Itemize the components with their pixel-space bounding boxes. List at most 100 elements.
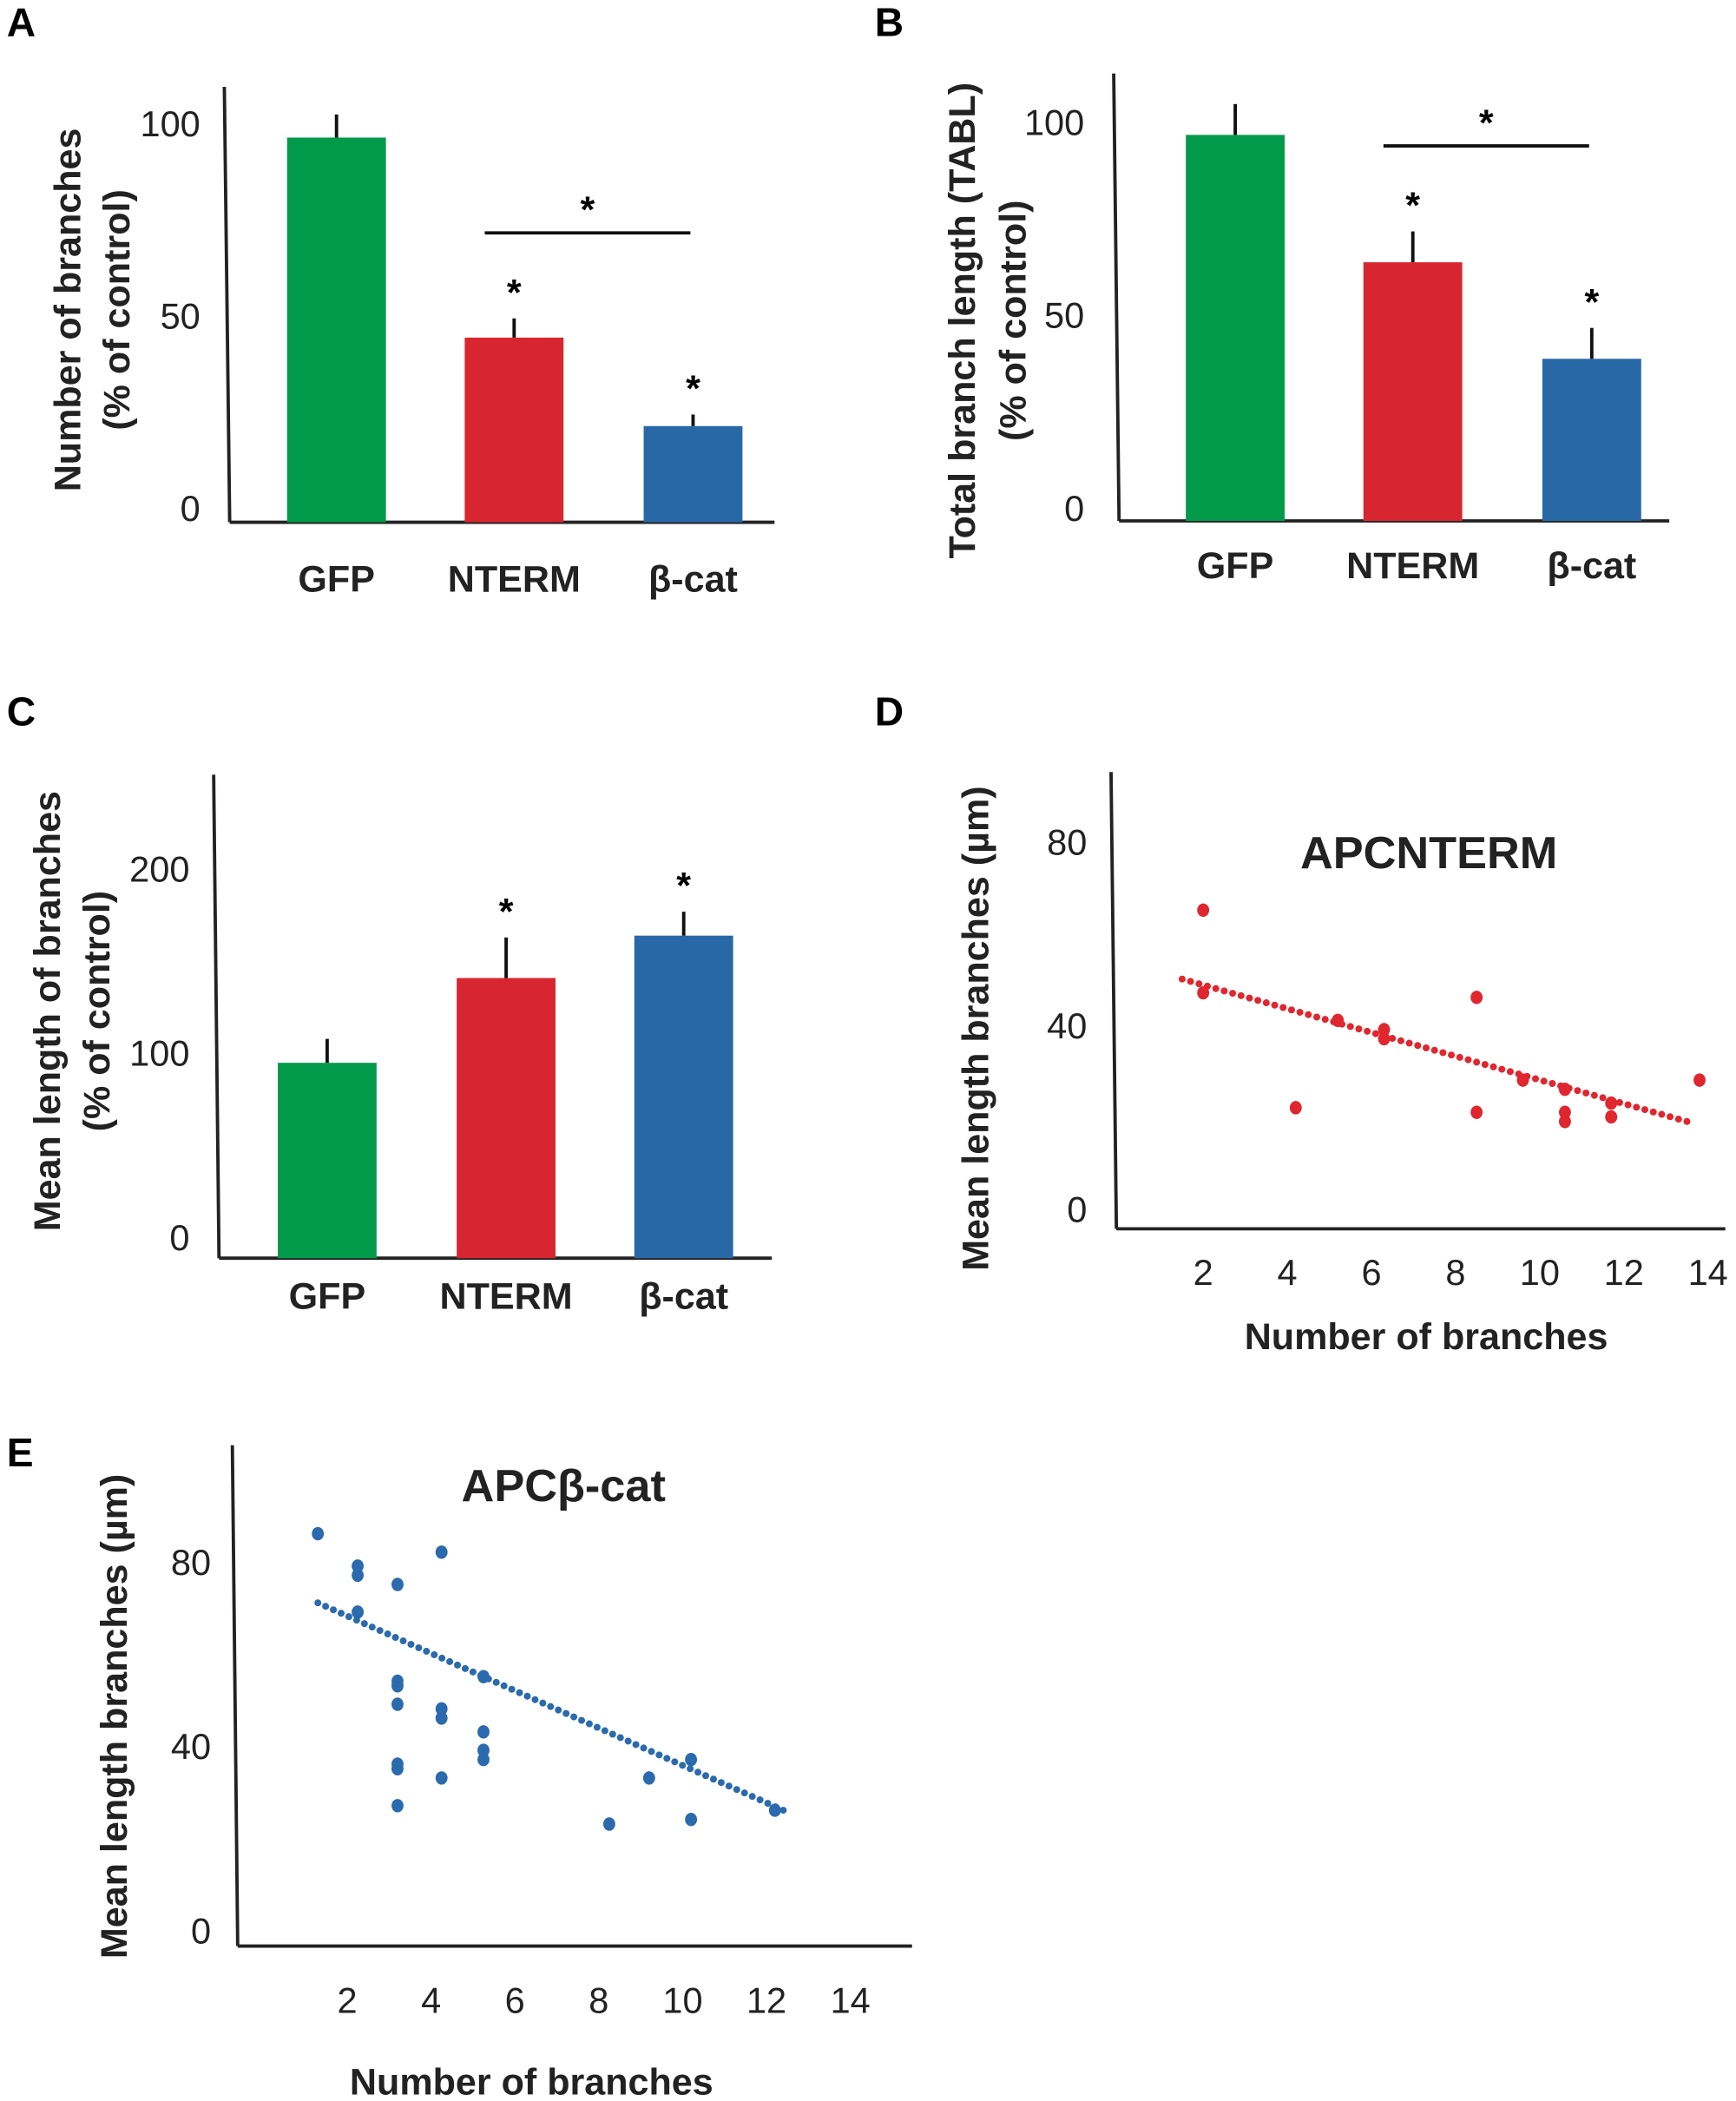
trendline-dot <box>1590 1091 1598 1099</box>
trendline-dot <box>399 1637 407 1645</box>
trendline-dot <box>578 1716 586 1724</box>
data-point <box>477 1753 490 1767</box>
bar <box>643 425 743 523</box>
y-axis <box>230 1445 240 1946</box>
trendline-dot <box>1489 1063 1497 1070</box>
x-tick-label: 10 <box>1520 1252 1560 1293</box>
panel-letter: D <box>875 688 904 734</box>
y-tick-label: 50 <box>161 295 201 336</box>
x-tick-label: 2 <box>337 1979 357 2020</box>
trendline-dot <box>322 1603 330 1610</box>
data-point <box>435 1545 448 1559</box>
data-point <box>1378 1023 1391 1037</box>
trendline-dot <box>391 1634 399 1642</box>
trendline-dot <box>423 1647 431 1655</box>
trendline-dot <box>1439 1049 1447 1057</box>
trendline-dot <box>523 1692 531 1700</box>
trendline-dot <box>384 1630 391 1638</box>
trendline-dot <box>461 1664 469 1672</box>
data-point <box>1693 1073 1706 1087</box>
trendline-dot <box>454 1661 462 1669</box>
data-point <box>352 1559 364 1573</box>
trendline-dot <box>1615 1098 1623 1106</box>
trendline-dot <box>1624 1101 1632 1109</box>
y-tick-label: 0 <box>1064 488 1084 529</box>
x-axis-label: Number of branches <box>350 2061 713 2101</box>
trendline-dot <box>1287 1006 1295 1014</box>
trendline-dot <box>1405 1039 1413 1047</box>
trendline-dot <box>671 1758 679 1766</box>
data-point <box>477 1743 490 1757</box>
trendline-dot <box>585 1720 593 1728</box>
trendline-dot <box>1540 1077 1548 1085</box>
trendline-dot <box>330 1606 338 1614</box>
panel-letter: B <box>875 0 904 45</box>
data-point <box>435 1711 448 1725</box>
trendline-dot <box>648 1748 655 1755</box>
x-tick-label: 8 <box>1445 1252 1465 1293</box>
trendline-dot <box>1195 980 1203 988</box>
trendline-dot <box>1355 1025 1363 1033</box>
chart-title: APCNTERM <box>1300 828 1557 879</box>
data-point <box>685 1753 698 1767</box>
trendline-dot <box>593 1723 601 1731</box>
trendline-dot <box>1456 1053 1463 1061</box>
trendline-dot <box>1674 1116 1682 1123</box>
category-label: NTERM <box>1346 545 1479 587</box>
trendline-dot <box>469 1668 477 1676</box>
data-point <box>477 1670 490 1683</box>
bar <box>634 935 733 1259</box>
trendline-dot <box>624 1737 632 1745</box>
trendline-dot <box>1599 1094 1607 1102</box>
data-point <box>391 1679 404 1693</box>
trendline-dot <box>562 1709 570 1717</box>
y-tick-label: 100 <box>1024 102 1084 142</box>
bar <box>286 137 386 523</box>
y-axis-label: Mean length of branches <box>27 791 69 1231</box>
y-tick-label: 0 <box>181 488 201 529</box>
x-tick-label: 6 <box>1361 1252 1381 1293</box>
trendline-dot <box>679 1762 687 1769</box>
trendline-dot <box>655 1751 663 1759</box>
x-tick-label: 8 <box>589 1979 608 2020</box>
significance-star: * <box>686 368 700 410</box>
x-tick-label: 14 <box>1688 1252 1728 1293</box>
trendline-dot <box>779 1807 787 1814</box>
trendline-dot <box>314 1599 322 1607</box>
trendline-dot <box>1549 1080 1556 1088</box>
trendline-dot <box>1212 985 1220 992</box>
category-label: β-cat <box>648 559 738 601</box>
trendline-dot <box>1448 1051 1456 1059</box>
trendline-dot <box>1296 1008 1304 1016</box>
data-point <box>603 1817 615 1831</box>
trendline-dot <box>1313 1013 1320 1021</box>
trendline-dot <box>360 1620 368 1628</box>
trendline-dot <box>547 1703 555 1710</box>
trendline-dot <box>376 1627 384 1635</box>
trendline-dot <box>1237 991 1245 999</box>
trendline-dot <box>1279 1004 1287 1011</box>
panel-letter: E <box>7 1430 34 1475</box>
data-point <box>391 1799 404 1813</box>
category-label: NTERM <box>440 1276 573 1318</box>
trendline-dot <box>709 1775 717 1783</box>
trendline-dot <box>717 1779 725 1787</box>
trendline-dot <box>500 1682 508 1689</box>
y-axis-label-units: (% of control) <box>96 189 138 430</box>
trendline-dot <box>516 1689 523 1696</box>
x-axis-label: Number of branches <box>1245 1316 1608 1358</box>
trendline-dot <box>1481 1061 1489 1069</box>
y-tick-label: 40 <box>171 1726 211 1767</box>
y-axis-label: Mean length branches (µm) <box>955 786 996 1270</box>
y-tick-label: 80 <box>171 1542 211 1583</box>
trendline-dot <box>1397 1037 1404 1044</box>
x-tick-label: 4 <box>421 1979 441 2020</box>
y-axis-label-units: (% of control) <box>993 200 1035 440</box>
data-point <box>435 1771 448 1785</box>
x-tick-label: 14 <box>831 1979 871 2020</box>
trendline-dot <box>1667 1113 1674 1121</box>
data-point <box>642 1771 655 1785</box>
y-axis-label: Number of branches <box>47 128 89 492</box>
category-label: β-cat <box>1547 545 1636 587</box>
trendline-dot <box>1271 1001 1279 1009</box>
